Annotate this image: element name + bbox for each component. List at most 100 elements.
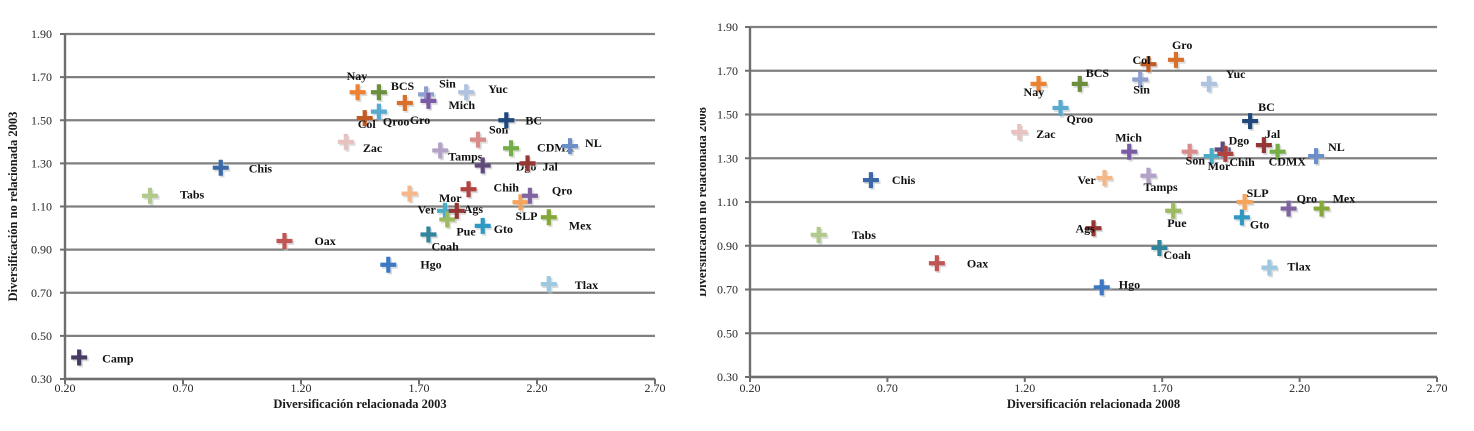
point-label: Camp bbox=[102, 351, 134, 365]
point-Gro: Gro bbox=[1167, 38, 1192, 70]
x-tick-label: 1.20 bbox=[1014, 381, 1035, 395]
point-BCS: BCS bbox=[370, 79, 415, 103]
point-Ver: Ver bbox=[401, 185, 436, 217]
point-Yuc: Yuc bbox=[1200, 67, 1246, 94]
plus-marker bbox=[519, 155, 536, 172]
x-tick-label: 0.20 bbox=[740, 381, 761, 395]
point-label: Hgo bbox=[1119, 277, 1140, 291]
x-tick-label: 1.70 bbox=[409, 381, 430, 395]
y-tick-label: 1.70 bbox=[717, 64, 738, 78]
plus-marker bbox=[1313, 200, 1330, 217]
point-Jal: Jal bbox=[1255, 127, 1281, 155]
y-tick-label: 1.10 bbox=[717, 195, 738, 209]
plus-marker bbox=[420, 226, 437, 243]
point-Qro: Qro bbox=[521, 184, 572, 206]
point-label: BC bbox=[525, 113, 542, 127]
point-label: Gro bbox=[1172, 38, 1192, 52]
point-Son: Son bbox=[1181, 143, 1205, 168]
point-Coah: Coah bbox=[420, 226, 459, 254]
plus-marker bbox=[432, 142, 449, 159]
y-tick-label: 0.70 bbox=[717, 283, 738, 297]
point-label: Pue bbox=[456, 224, 476, 238]
point-Qro: Qro bbox=[1280, 192, 1317, 219]
point-label: SLP bbox=[515, 209, 537, 223]
x-tick-label: 1.20 bbox=[291, 381, 312, 395]
plus-marker bbox=[1030, 75, 1047, 92]
plus-marker bbox=[380, 256, 397, 273]
point-label: Ver bbox=[1077, 173, 1096, 187]
point-label: Tabs bbox=[180, 188, 205, 202]
y-axis-title: Diversificación no relacionada 2003 bbox=[6, 112, 20, 302]
point-Col: Col bbox=[1132, 53, 1159, 74]
point-CDMX: CDMX bbox=[1269, 143, 1306, 169]
plus-marker bbox=[1200, 75, 1217, 92]
point-label: Ags bbox=[1076, 221, 1096, 235]
point-Tabs: Tabs bbox=[141, 188, 205, 206]
point-BC: BC bbox=[498, 112, 542, 131]
point-label: Zac bbox=[1036, 127, 1056, 141]
x-tick-label: 2.20 bbox=[527, 381, 548, 395]
plus-marker bbox=[420, 92, 437, 109]
point-label: Oax bbox=[967, 256, 988, 270]
y-tick-label: 0.90 bbox=[717, 239, 738, 253]
point-label: Qroo bbox=[1067, 112, 1093, 126]
point-label: Col bbox=[358, 117, 377, 131]
point-Tamps: Tamps bbox=[1140, 167, 1178, 194]
point-SLP: SLP bbox=[512, 194, 537, 223]
x-axis-title: Diversificación relacionada 2008 bbox=[1007, 397, 1180, 411]
x-tick-label: 2.70 bbox=[645, 381, 666, 395]
x-tick-label: 2.20 bbox=[1289, 381, 1310, 395]
plus-marker bbox=[1140, 167, 1157, 184]
x-tick-label: 2.70 bbox=[1427, 381, 1448, 395]
point-label: NL bbox=[585, 136, 602, 150]
plus-marker bbox=[370, 84, 387, 101]
plus-marker bbox=[356, 110, 373, 127]
plus-marker bbox=[1140, 56, 1157, 73]
point-label: Yuc bbox=[1226, 67, 1246, 81]
point-label: CDMX bbox=[537, 140, 575, 154]
point-Tamps: Tamps bbox=[432, 142, 483, 163]
point-label: Qro bbox=[552, 184, 572, 198]
point-label: Jal bbox=[1265, 127, 1281, 141]
point-Gto: Gto bbox=[474, 217, 513, 236]
plus-marker bbox=[1261, 259, 1278, 276]
plus-marker bbox=[503, 140, 520, 157]
point-Gro: Gro bbox=[396, 95, 430, 127]
point-label: Mich bbox=[1115, 131, 1142, 145]
plus-marker bbox=[1255, 137, 1272, 154]
point-Chih: Chih bbox=[460, 180, 519, 200]
data-points: Camp Tabs Chis Oax Zac Nay Col BCS Qroo Hgo Gro Ver… bbox=[71, 69, 602, 368]
plus-marker bbox=[1181, 143, 1198, 160]
plus-marker bbox=[1167, 51, 1184, 68]
point-Pue: Pue bbox=[1165, 202, 1187, 230]
point-Son: Son bbox=[470, 123, 509, 150]
point-Tlax: Tlax bbox=[540, 276, 598, 294]
point-label: Tamps bbox=[1143, 180, 1178, 194]
point-Yuc: Yuc bbox=[458, 82, 508, 103]
point-label: SLP bbox=[1247, 186, 1269, 200]
point-Mex: Mex bbox=[1313, 192, 1355, 219]
point-Ver: Ver bbox=[1077, 169, 1115, 188]
point-NL: NL bbox=[562, 136, 602, 156]
point-Zac: Zac bbox=[337, 133, 383, 155]
point-NL: NL bbox=[1308, 140, 1345, 166]
point-Hgo: Hgo bbox=[1093, 277, 1140, 298]
point-Qroo: Qroo bbox=[370, 103, 409, 129]
point-Qroo: Qroo bbox=[1052, 99, 1093, 126]
y-tick-label: 0.50 bbox=[31, 329, 52, 343]
y-tick-label: 0.70 bbox=[31, 286, 52, 300]
plus-marker bbox=[337, 133, 354, 150]
plus-marker bbox=[448, 202, 465, 219]
point-Oax: Oax bbox=[928, 255, 988, 274]
point-label: Hgo bbox=[420, 258, 441, 272]
point-label: Qro bbox=[1297, 192, 1317, 206]
point-label: Sin bbox=[1133, 83, 1150, 97]
plus-marker bbox=[1242, 113, 1259, 130]
y-tick-label: 1.90 bbox=[31, 27, 52, 41]
plus-marker bbox=[470, 131, 486, 148]
plus-marker bbox=[1011, 124, 1028, 140]
plus-marker bbox=[498, 112, 515, 129]
point-label: Mich bbox=[448, 98, 475, 112]
plus-marker bbox=[521, 187, 538, 204]
